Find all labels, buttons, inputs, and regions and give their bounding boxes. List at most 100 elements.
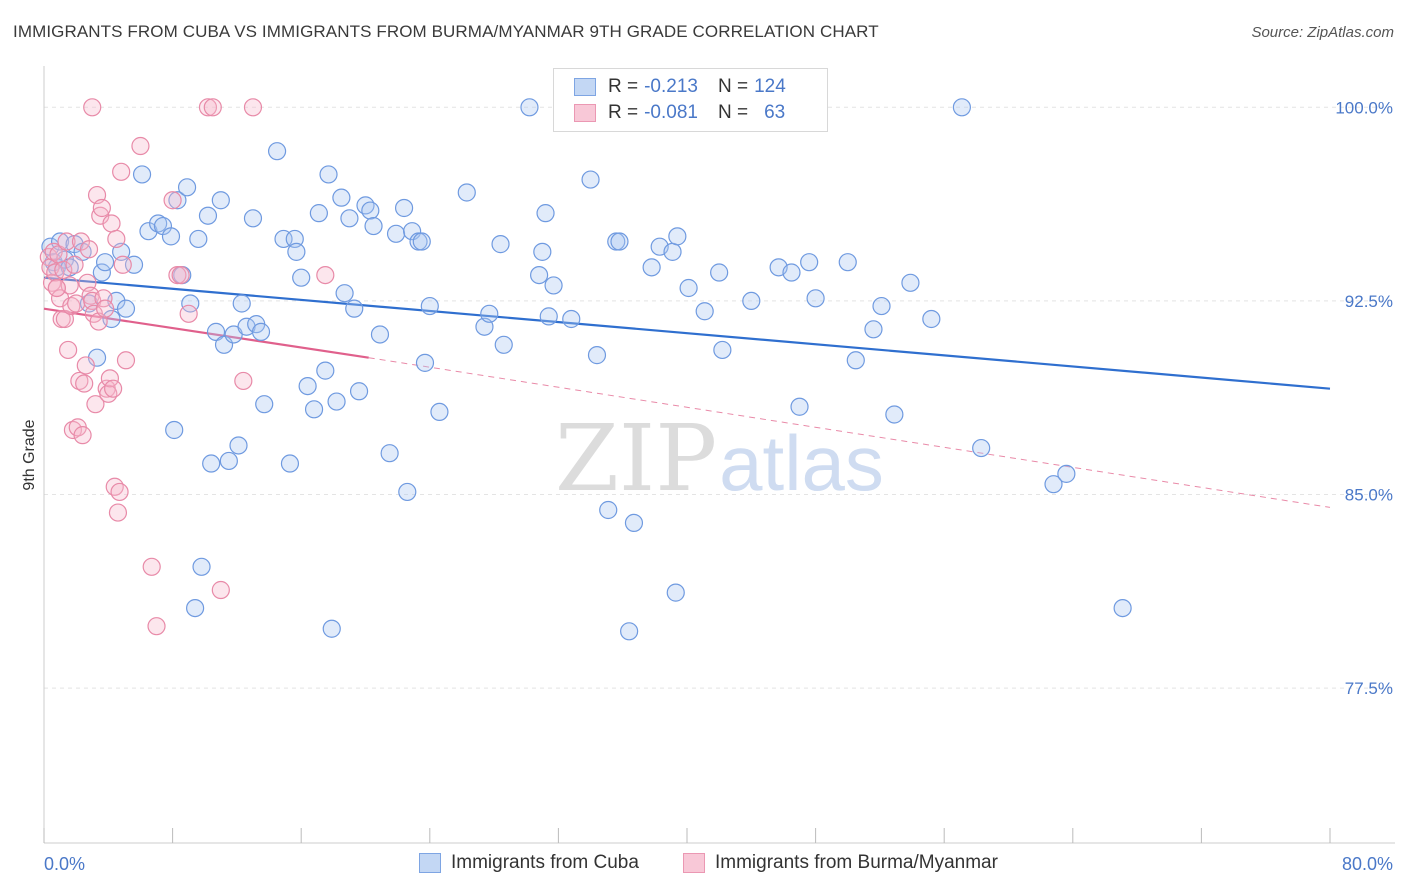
trend-lines bbox=[43, 276, 1331, 508]
cuba-point bbox=[713, 340, 732, 360]
cuba-point bbox=[298, 376, 317, 396]
cuba-point bbox=[95, 253, 115, 272]
cuba-point bbox=[398, 482, 417, 502]
burma-point bbox=[62, 296, 81, 316]
cuba-swatch bbox=[574, 78, 596, 96]
cuba-point bbox=[642, 258, 661, 277]
cuba-point bbox=[420, 296, 439, 316]
cuba-point bbox=[219, 451, 238, 471]
burma-point bbox=[243, 98, 263, 117]
burma-point bbox=[110, 482, 129, 502]
cuba-point bbox=[544, 276, 563, 295]
burma-point bbox=[108, 503, 128, 522]
cuba-legend-label: Immigrants from Cuba bbox=[451, 852, 639, 873]
burma-point bbox=[112, 162, 131, 181]
burma-point bbox=[70, 371, 89, 391]
burma-point bbox=[95, 299, 115, 318]
cuba-point bbox=[292, 268, 311, 287]
cuba-point bbox=[327, 392, 346, 411]
burma-r-value: -0.081 bbox=[644, 102, 698, 123]
bottom-legend-burma: Immigrants from Burma/Myanmar bbox=[683, 852, 998, 874]
cuba-point bbox=[581, 170, 600, 189]
n-label: N = bbox=[717, 76, 749, 97]
cuba-point bbox=[211, 191, 230, 210]
burma-point bbox=[316, 265, 335, 285]
cuba-point bbox=[92, 263, 111, 282]
cuba-point bbox=[1057, 464, 1076, 483]
r-label: R = bbox=[608, 76, 639, 97]
cuba-point bbox=[202, 454, 221, 473]
burma-trend-extension bbox=[368, 357, 1331, 508]
cuba-trend-line bbox=[43, 276, 1331, 390]
burma-point bbox=[234, 371, 253, 391]
burma-point bbox=[104, 379, 123, 398]
cuba-point bbox=[846, 351, 865, 370]
cuba-point bbox=[267, 142, 287, 161]
burma-point bbox=[75, 374, 94, 393]
burma-point bbox=[63, 420, 83, 440]
burma-point bbox=[44, 242, 63, 261]
watermark-atlas: atlas bbox=[719, 419, 884, 507]
cuba-point bbox=[280, 454, 300, 473]
cuba-point bbox=[287, 242, 306, 261]
cuba-point bbox=[206, 322, 226, 341]
n-label: N = bbox=[717, 102, 749, 123]
cuba-point bbox=[394, 198, 414, 218]
burma-n-value: 63 bbox=[764, 102, 786, 123]
burma-point bbox=[100, 369, 120, 388]
cuba-point bbox=[536, 204, 555, 223]
x-tick-label-min: 0.0% bbox=[44, 854, 85, 874]
burma-point bbox=[83, 98, 102, 117]
burma-point bbox=[147, 617, 166, 636]
burma-point bbox=[107, 229, 126, 249]
burma-point bbox=[79, 240, 99, 259]
burma-point bbox=[131, 136, 150, 156]
legend-row-burma: R = -0.081 N = 63 bbox=[574, 100, 785, 126]
cuba-point bbox=[370, 325, 390, 344]
chart-title: IMMIGRANTS FROM CUBA VS IMMIGRANTS FROM … bbox=[13, 22, 879, 41]
cuba-point bbox=[562, 309, 581, 329]
cuba-point bbox=[620, 622, 639, 641]
burma-legend-swatch bbox=[683, 853, 705, 873]
burma-point bbox=[102, 214, 121, 233]
source-credit: Source: ZipAtlas.com bbox=[1251, 24, 1394, 41]
cuba-point bbox=[243, 209, 263, 228]
burma-point bbox=[99, 384, 118, 403]
cuba-point bbox=[386, 224, 406, 243]
cuba-point bbox=[198, 206, 218, 225]
cuba-point bbox=[316, 361, 335, 380]
cuba-point bbox=[587, 346, 607, 365]
y-tick-label: 100.0% bbox=[1335, 98, 1393, 117]
cuba-point bbox=[192, 557, 211, 576]
cuba-point bbox=[412, 232, 431, 251]
cuba-point bbox=[255, 395, 274, 414]
burma-point bbox=[54, 260, 73, 280]
burma-legend-label: Immigrants from Burma/Myanmar bbox=[715, 852, 998, 873]
cuba-point bbox=[349, 382, 369, 401]
cuba-point bbox=[610, 232, 629, 251]
burma-point bbox=[113, 255, 132, 274]
y-tick-label: 85.0% bbox=[1345, 486, 1393, 505]
r-label: R = bbox=[608, 102, 639, 123]
cuba-point bbox=[79, 294, 99, 313]
cuba-point bbox=[322, 619, 341, 638]
cuba-point bbox=[1044, 475, 1063, 494]
cuba-point bbox=[430, 402, 449, 422]
cuba-legend-swatch bbox=[419, 853, 441, 873]
cuba-point bbox=[415, 353, 435, 372]
cuba-point bbox=[304, 400, 324, 419]
cuba-point bbox=[742, 291, 761, 311]
cuba-point bbox=[901, 273, 920, 292]
cuba-point bbox=[229, 436, 248, 455]
cuba-point bbox=[380, 444, 399, 463]
cuba-r-value: -0.213 bbox=[644, 76, 698, 97]
y-tick-label: 92.5% bbox=[1345, 292, 1393, 311]
correlation-legend: R = -0.213 N = 124 R = -0.081 N = 63 bbox=[553, 68, 828, 132]
cuba-point bbox=[251, 322, 271, 341]
burma-point bbox=[211, 580, 230, 600]
cuba-point bbox=[872, 296, 891, 316]
cuba-point bbox=[806, 289, 825, 308]
cuba-point bbox=[599, 500, 618, 520]
burma-point bbox=[86, 395, 105, 414]
